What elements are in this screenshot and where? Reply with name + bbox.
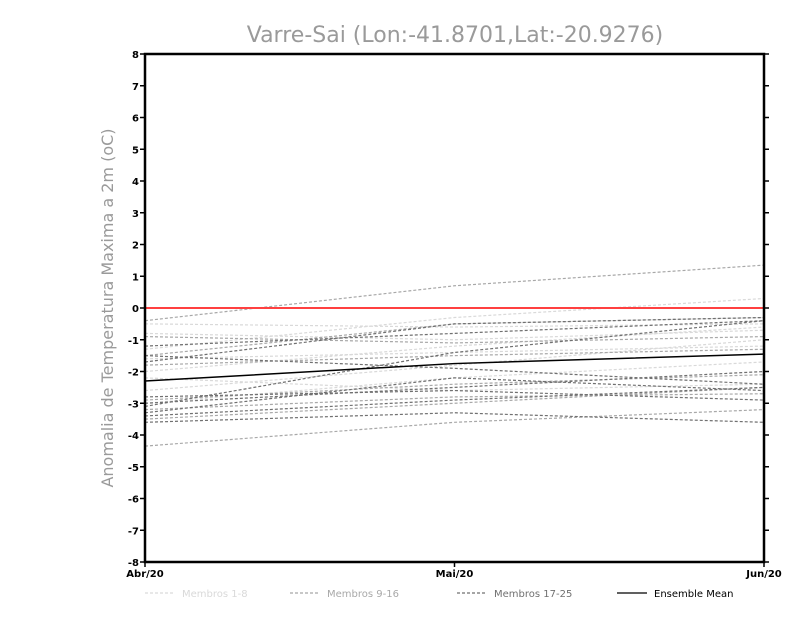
member-line-9 xyxy=(144,264,765,322)
member-line-13 xyxy=(144,374,765,401)
member-line-20 xyxy=(144,389,765,401)
legend-label: Membros 9-16 xyxy=(327,589,399,600)
y-tick-label: -3 xyxy=(128,399,139,410)
member-line-18 xyxy=(144,320,765,408)
chart-title: Varre-Sai (Lon:-41.8701,Lat:-20.9276) xyxy=(247,23,664,48)
member-line-24 xyxy=(144,320,765,347)
member-line-14 xyxy=(144,335,765,344)
member-line-2 xyxy=(144,297,765,350)
member-line-19 xyxy=(144,412,765,423)
y-tick-label: 1 xyxy=(132,272,139,283)
y-tick-label: -5 xyxy=(128,463,139,474)
legend: Membros 1-8 Membros 9-16 Membros 17-25 Ense… xyxy=(145,589,733,600)
y-tick-label: 2 xyxy=(132,241,139,252)
y-tick-label: -6 xyxy=(128,495,139,506)
ensemble-mean-line xyxy=(144,353,765,382)
x-axis-ticks: Abr/20 Mai/20 Jun/20 xyxy=(126,562,782,580)
legend-label: Ensemble Mean xyxy=(654,589,733,600)
y-axis-label: Anomalia de Temperatura Maxima a 2m (oC) xyxy=(98,128,117,487)
member-line-21 xyxy=(144,370,765,404)
member-line-8 xyxy=(144,329,765,341)
y-tick-label: -1 xyxy=(128,336,139,347)
y-tick-label: -7 xyxy=(128,526,139,537)
member-line-11 xyxy=(144,316,765,357)
y-tick-label: 5 xyxy=(132,145,139,156)
series-layer xyxy=(144,264,765,447)
member-line-16 xyxy=(144,348,765,366)
y-tick-label: -2 xyxy=(128,368,139,379)
member-line-6 xyxy=(144,345,765,360)
y-tick-label: 4 xyxy=(132,177,139,188)
member-line-23 xyxy=(144,386,765,417)
y-tick-label: 0 xyxy=(132,304,139,315)
member-line-4 xyxy=(144,339,765,392)
member-line-25 xyxy=(144,377,765,414)
x-tick-label: Mai/20 xyxy=(436,569,474,580)
member-line-15 xyxy=(144,393,765,411)
x-tick-label: Abr/20 xyxy=(126,569,163,580)
y-tick-label: -8 xyxy=(128,558,139,569)
y-tick-label: 3 xyxy=(132,209,139,220)
y-axis-ticks: 8 7 6 5 4 3 2 1 0 -1 -2 -3 -4 -5 -6 -7 -8 xyxy=(128,50,769,569)
y-tick-label: -4 xyxy=(128,431,139,442)
y-tick-label: 8 xyxy=(132,50,139,61)
member-line-22 xyxy=(144,355,765,385)
y-tick-label: 7 xyxy=(132,82,139,93)
member-line-12 xyxy=(144,386,765,420)
member-line-17 xyxy=(144,316,765,363)
legend-label: Membros 17-25 xyxy=(494,589,572,600)
x-tick-label: Jun/20 xyxy=(745,569,782,580)
legend-label: Membros 1-8 xyxy=(182,589,248,600)
y-tick-label: 6 xyxy=(132,114,139,125)
member-line-10 xyxy=(144,409,765,447)
